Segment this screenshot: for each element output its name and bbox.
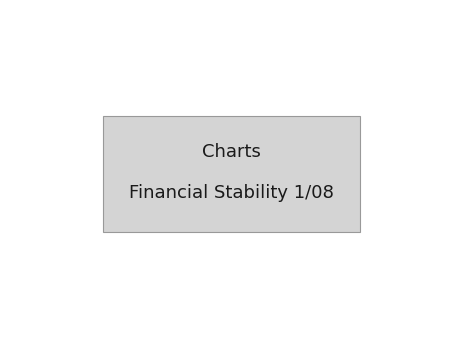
Text: Charts: Charts — [202, 143, 261, 161]
FancyBboxPatch shape — [104, 116, 360, 232]
Text: Financial Stability 1/08: Financial Stability 1/08 — [129, 185, 334, 202]
